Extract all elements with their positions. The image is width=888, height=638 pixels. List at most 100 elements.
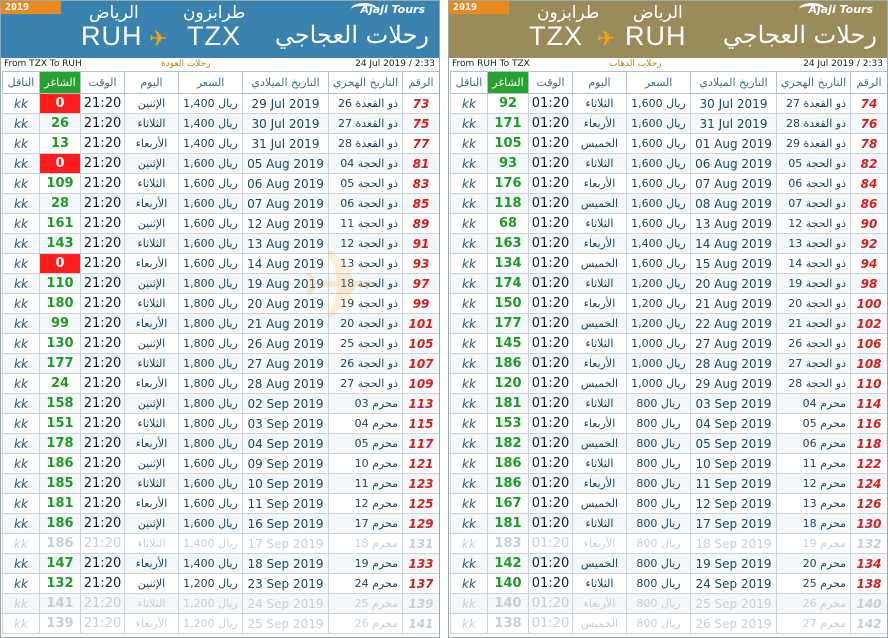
table-row[interactable]: kk 140 01:20 الثلاثاء 800 ريال 24 Sep 2019 25 … [450,573,887,594]
table-row[interactable]: kk 186 21:20 الثلاثاء 1,400 ريال 17 Sep 2019 1… [2,533,439,554]
availability-cell: 68 [487,213,529,234]
time-cell: 01:20 [528,373,573,394]
hijri-date-cell: 11 محرم [328,473,403,494]
day-cell: الأربعاء [124,433,179,454]
table-row[interactable]: kk 186 21:20 الإثنين 1,600 ريال 09 Sep 2019 10… [2,453,439,474]
table-row[interactable]: kk 134 01:20 الخميس 1,600 ريال 15 Aug 2019 14 … [450,253,887,274]
row-number-cell: 99 [402,293,439,314]
table-row[interactable]: kk 142 01:20 الخميس 800 ريال 19 Sep 2019 20 مح… [450,553,887,574]
panel-banner: 2019 الرياض طرابزون RUH ✈ TZX Ajaji Tour… [1,1,439,58]
row-number-cell: 123 [402,473,439,494]
table-row[interactable]: kk 13 21:20 الأربعاء 1,400 ريال 31 Jul 2019 28… [2,133,439,154]
table-row[interactable]: kk 181 01:20 الثلاثاء 800 ريال 17 Sep 2019 18 … [450,513,887,534]
gregorian-date-cell: 20 Aug 2019 [242,293,329,314]
gregorian-date-cell: 19 Sep 2019 [690,553,777,574]
availability-cell: 118 [487,193,529,214]
table-row[interactable]: kk 153 01:20 الأربعاء 800 ريال 04 Sep 2019 05 … [450,413,887,434]
table-row[interactable]: kk 130 21:20 الإثنين 1,800 ريال 26 Aug 2019 25… [2,333,439,354]
table-row[interactable]: kk 132 21:20 الإثنين 1,200 ريال 23 Sep 2019 24… [2,573,439,594]
trip-type-label: رحلات الذهاب [609,59,662,69]
time-cell: 21:20 [80,573,125,594]
table-row[interactable]: kk 177 01:20 الخميس 1,200 ريال 22 Aug 2019 21 … [450,313,887,334]
price-cell: 1,200 ريال [178,613,243,634]
table-row[interactable]: kk 171 01:20 الأربعاء 1,600 ريال 31 Jul 2019 2… [450,113,887,134]
table-row[interactable]: kk 68 01:20 الثلاثاء 1,600 ريال 13 Aug 2019 12… [450,213,887,234]
availability-cell: 180 [39,293,81,314]
hijri-date-cell: 27 ذو الحجة [328,373,403,394]
table-row[interactable]: kk 186 21:20 الإثنين 1,600 ريال 16 Sep 2019 17… [2,513,439,534]
table-row[interactable]: kk 147 21:20 الأربعاء 1,400 ريال 18 Sep 2019 1… [2,553,439,574]
table-row[interactable]: kk 182 01:20 الخميس 800 ريال 05 Sep 2019 06 مح… [450,433,887,454]
hijri-date-cell: 12 محرم [776,473,851,494]
hijri-date-cell: 28 ذو الحجة [776,373,851,394]
table-row[interactable]: kk 0 21:20 الأربعاء 1,600 ريال 14 Aug 2019 13 … [2,253,439,274]
table-row[interactable]: kk 186 01:20 الأربعاء 800 ريال 11 Sep 2019 12 … [450,473,887,494]
day-cell: الأربعاء [572,173,627,194]
table-row[interactable]: kk 180 21:20 الثلاثاء 1,800 ريال 20 Aug 2019 1… [2,293,439,314]
table-row[interactable]: kk 178 21:20 الأربعاء 1,800 ريال 04 Sep 2019 0… [2,433,439,454]
table-row[interactable]: kk 26 21:20 الثلاثاء 1,400 ريال 30 Jul 2019 27… [2,113,439,134]
gregorian-date-cell: 14 Aug 2019 [690,233,777,254]
gregorian-date-cell: 14 Aug 2019 [242,253,329,274]
hijri-date-cell: 25 محرم [776,573,851,594]
day-cell: الأربعاء [124,133,179,154]
table-row[interactable]: kk 99 21:20 الأربعاء 1,800 ريال 21 Aug 2019 20… [2,313,439,334]
row-number-cell: 116 [850,413,887,434]
carrier-cell: kk [2,333,40,354]
table-row[interactable]: kk 167 01:20 الخميس 800 ريال 12 Sep 2019 13 مح… [450,493,887,514]
table-row[interactable]: kk 140 01:20 الأربعاء 800 ريال 25 Sep 2019 26 … [450,593,887,614]
table-row[interactable]: kk 24 21:20 الأربعاء 1,800 ريال 28 Aug 2019 27… [2,373,439,394]
table-row[interactable]: kk 150 01:20 الأربعاء 1,200 ريال 21 Aug 2019 2… [450,293,887,314]
availability-cell: 186 [487,353,529,374]
table-row[interactable]: kk 176 01:20 الأربعاء 1,600 ريال 07 Aug 2019 0… [450,173,887,194]
table-row[interactable]: kk 177 21:20 الثلاثاء 1,800 ريال 27 Aug 2019 2… [2,353,439,374]
time-cell: 21:20 [80,173,125,194]
carrier-cell: kk [2,573,40,594]
day-cell: الإثنين [124,93,179,114]
gregorian-date-cell: 10 Sep 2019 [242,473,329,494]
table-row[interactable]: kk 186 01:20 الأربعاء 1,000 ريال 28 Aug 2019 2… [450,353,887,374]
table-row[interactable]: kk 28 21:20 الأربعاء 1,600 ريال 07 Aug 2019 06… [2,193,439,214]
carrier-cell: kk [2,413,40,434]
gregorian-date-cell: 24 Sep 2019 [690,573,777,594]
table-row[interactable]: kk 118 01:20 الخميس 1,600 ريال 08 Aug 2019 07 … [450,193,887,214]
time-cell: 21:20 [80,553,125,574]
table-row[interactable]: kk 110 21:20 الإثنين 1,800 ريال 19 Aug 2019 18… [2,273,439,294]
table-row[interactable]: kk 181 21:20 الأربعاء 1,600 ريال 11 Sep 2019 1… [2,493,439,514]
table-row[interactable]: kk 174 01:20 الثلاثاء 1,200 ريال 20 Aug 2019 1… [450,273,887,294]
table-row[interactable]: kk 0 21:20 الإثنين 1,400 ريال 29 Jul 2019 26 ذ… [2,93,439,114]
carrier-cell: kk [450,353,488,374]
table-row[interactable]: kk 109 21:20 الثلاثاء 1,600 ريال 06 Aug 2019 0… [2,173,439,194]
table-row[interactable]: kk 92 01:20 الثلاثاء 1,600 ريال 30 Jul 2019 27… [450,93,887,114]
hijri-date-cell: 13 ذو الحجة [328,253,403,274]
availability-cell: 0 [39,153,81,174]
table-row[interactable]: kk 161 21:20 الإثنين 1,600 ريال 12 Aug 2019 11… [2,213,439,234]
time-cell: 01:20 [528,273,573,294]
gregorian-date-cell: 03 Sep 2019 [242,413,329,434]
row-number-cell: 81 [402,153,439,174]
table-row[interactable]: kk 139 21:20 الأربعاء 1,200 ريال 25 Sep 2019 2… [2,613,439,634]
table-row[interactable]: kk 93 01:20 الثلاثاء 1,600 ريال 06 Aug 2019 05… [450,153,887,174]
carrier-cell: kk [450,493,488,514]
availability-cell: 181 [487,393,529,414]
table-row[interactable]: kk 143 21:20 الثلاثاء 1,600 ريال 13 Aug 2019 1… [2,233,439,254]
table-row[interactable]: kk 181 01:20 الثلاثاء 800 ريال 03 Sep 2019 04 … [450,393,887,414]
table-row[interactable]: kk 183 01:20 الأربعاء 800 ريال 18 Sep 2019 19 … [450,533,887,554]
table-row[interactable]: kk 0 21:20 الإثنين 1,600 ريال 05 Aug 2019 04 ذ… [2,153,439,174]
time-cell: 21:20 [80,193,125,214]
price-cell: 1,400 ريال [178,553,243,574]
gregorian-date-cell: 12 Aug 2019 [242,213,329,234]
table-row[interactable]: kk 120 01:20 الخميس 1,000 ريال 29 Aug 2019 28 … [450,373,887,394]
table-row[interactable]: kk 105 01:20 الخميس 1,600 ريال 01 Aug 2019 29 … [450,133,887,154]
table-row[interactable]: kk 185 21:20 الثلاثاء 1,600 ريال 10 Sep 2019 1… [2,473,439,494]
table-row[interactable]: kk 158 21:20 الإثنين 1,800 ريال 02 Sep 2019 03… [2,393,439,414]
table-row[interactable]: kk 163 01:20 الأربعاء 1,400 ريال 14 Aug 2019 1… [450,233,887,254]
col-header-carrier: الناقل [450,71,488,94]
table-row[interactable]: kk 138 01:20 الخميس 800 ريال 26 Sep 2019 27 مح… [450,613,887,634]
gregorian-date-cell: 21 Aug 2019 [690,293,777,314]
table-row[interactable]: kk 151 21:20 الثلاثاء 1,800 ريال 03 Sep 2019 0… [2,413,439,434]
table-row[interactable]: kk 141 21:20 الثلاثاء 1,200 ريال 24 Sep 2019 2… [2,593,439,614]
table-row[interactable]: kk 186 01:20 الثلاثاء 800 ريال 10 Sep 2019 11 … [450,453,887,474]
price-cell: 1,400 ريال [178,133,243,154]
table-row[interactable]: kk 145 01:20 الثلاثاء 1,000 ريال 27 Aug 2019 2… [450,333,887,354]
